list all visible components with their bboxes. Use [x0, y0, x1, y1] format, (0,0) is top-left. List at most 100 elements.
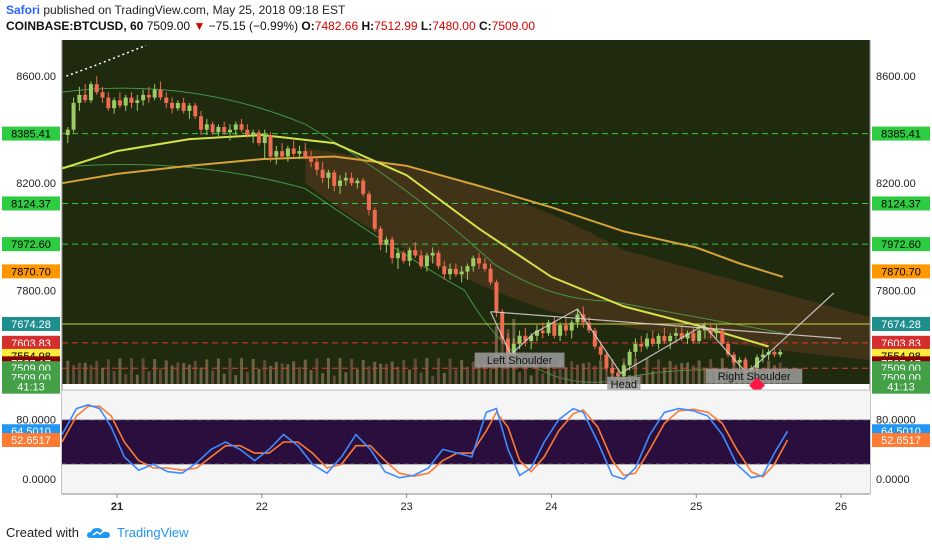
volume-bar — [529, 375, 533, 384]
volume-bar — [541, 373, 545, 384]
price-label-left: 7972.60 — [2, 237, 60, 252]
price-label-text: 41:13 — [887, 382, 915, 394]
time-tick-label: 24 — [545, 501, 557, 513]
footer: Created with TradingView — [6, 525, 189, 540]
pattern-annotation: Right Shoulder — [706, 368, 803, 384]
price-label-text: 8385.41 — [11, 129, 51, 141]
candle-body — [158, 89, 163, 98]
candle-body — [407, 250, 412, 261]
candle-body — [639, 343, 644, 347]
volume-bar — [593, 365, 597, 384]
candle-body — [563, 325, 568, 331]
candle-body — [280, 151, 285, 157]
price-label-text: 8124.37 — [881, 198, 921, 210]
y-tick-right: 8600.00 — [876, 71, 916, 83]
volume-bar — [211, 370, 215, 384]
candle-body — [419, 255, 424, 267]
price-label-bg — [2, 126, 60, 141]
candle-body — [372, 209, 377, 229]
volume-bar — [106, 359, 110, 384]
volume-bar — [599, 360, 603, 384]
volume-bar — [77, 362, 81, 384]
volume-bar — [425, 358, 429, 384]
volume-bar — [373, 361, 377, 384]
candle-body — [662, 335, 667, 342]
volume-bar — [205, 359, 209, 384]
candle-body — [592, 330, 597, 347]
volume-bar — [680, 362, 684, 384]
tradingview-brand[interactable]: TradingView — [86, 525, 189, 540]
y-tick-left: 8200.00 — [16, 178, 56, 190]
volume-bar — [101, 367, 105, 384]
volume-bar — [187, 364, 191, 384]
candle-body — [424, 255, 429, 267]
candle-body — [170, 102, 175, 109]
volume-bar — [72, 365, 76, 384]
price-label-bg — [872, 316, 930, 331]
osc-y-tick-left: 80.0000 — [16, 415, 56, 427]
volume-bar — [471, 361, 475, 384]
close-value: 7509.00 — [491, 19, 536, 33]
candle-body — [650, 338, 655, 344]
volume-bar — [350, 358, 354, 384]
candle-body — [106, 97, 111, 109]
volume-bar — [361, 360, 365, 384]
volume-bar — [66, 360, 70, 384]
volume-bar — [338, 358, 342, 384]
author-name[interactable]: Safori — [6, 3, 41, 17]
volume-bar — [402, 359, 406, 384]
volume-bar — [83, 362, 87, 384]
candle-body — [199, 116, 204, 130]
candle-body — [146, 94, 151, 98]
volume-bar — [489, 361, 493, 384]
candle-body — [193, 105, 198, 117]
price-label-text: 7870.70 — [881, 266, 921, 278]
volume-bar — [674, 364, 678, 384]
candle-body — [633, 343, 638, 352]
candle-body — [112, 100, 117, 109]
candle-body — [349, 177, 354, 184]
candle-body — [488, 268, 493, 283]
chart-area[interactable]: Left Shoulder Head Right Shoulder 8600.00 86… — [0, 36, 932, 520]
volume-bar — [153, 359, 157, 384]
volume-bar — [697, 360, 701, 384]
volume-bar — [633, 358, 637, 384]
volume-bar — [269, 365, 273, 384]
volume-bar — [112, 370, 116, 384]
volume-bar — [384, 363, 388, 384]
volume-bar — [408, 369, 412, 384]
volume-bar — [193, 361, 197, 384]
candle-body — [453, 268, 458, 275]
candle-body — [314, 161, 319, 170]
price-label-left: 7674.28 — [2, 316, 60, 331]
volume-bar — [587, 362, 591, 384]
stoch-d-line — [61, 405, 789, 478]
price-label-bg — [2, 237, 60, 252]
candle-body — [511, 343, 516, 355]
time-tick-label: 23 — [401, 501, 413, 513]
time-axis[interactable]: 21 22 23 24 25 26 — [62, 493, 870, 513]
candle-body — [297, 151, 302, 154]
candle-body — [366, 193, 371, 210]
volume-bar — [477, 364, 481, 384]
candle-body — [123, 97, 128, 106]
annotation-bg — [706, 368, 803, 384]
y-tick-right: 8200.00 — [876, 178, 916, 190]
volume-bar — [639, 373, 643, 384]
candle-body — [477, 258, 482, 264]
candle-body — [262, 135, 267, 144]
candle-body — [500, 311, 505, 339]
candle-body — [702, 327, 707, 331]
volume-bar — [419, 372, 423, 384]
volume-bar — [274, 362, 278, 384]
candle-body — [233, 124, 238, 130]
price-pane[interactable]: Left Shoulder Head Right Shoulder 8600.00 86… — [2, 40, 930, 494]
close-label: C: — [478, 19, 492, 33]
volume-bar — [691, 365, 695, 384]
candle-body — [141, 94, 146, 101]
volume-bar — [668, 360, 672, 384]
candle-body — [685, 333, 690, 339]
annotation-bg — [607, 376, 641, 392]
candle-body — [164, 97, 169, 103]
